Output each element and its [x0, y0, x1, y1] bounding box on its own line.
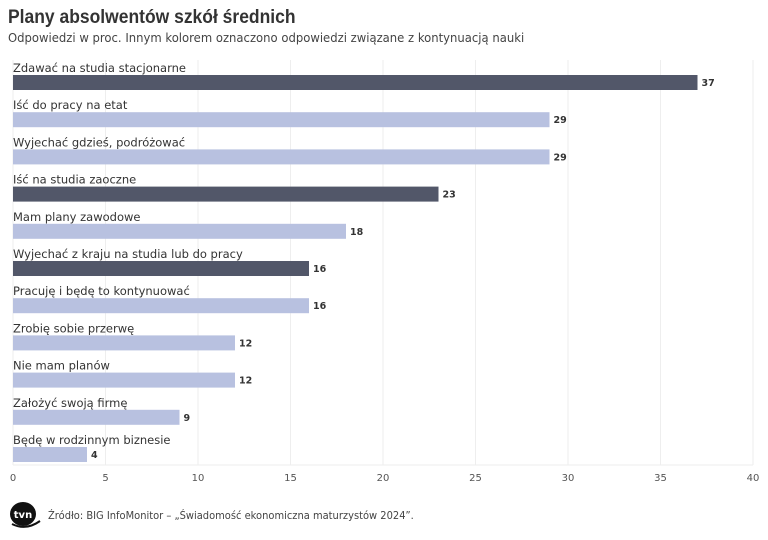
value-label: 16 [313, 264, 327, 275]
category-label: Wyjechać gdzieś, podróżować [13, 135, 185, 149]
value-label: 12 [239, 338, 252, 349]
x-tick-label: 25 [469, 473, 482, 484]
x-tick-label: 30 [562, 473, 575, 484]
x-tick-label: 15 [284, 473, 297, 484]
bar [13, 335, 235, 351]
bar [13, 409, 180, 425]
bar [13, 298, 309, 314]
category-label: Nie mam planów [13, 359, 110, 373]
value-label: 23 [443, 190, 456, 201]
value-label: 12 [239, 376, 252, 387]
category-label: Wyjechać z kraju na studia lub do pracy [13, 247, 243, 261]
category-label: Mam plany zawodowe [13, 210, 140, 224]
svg-text:tvn: tvn [14, 510, 32, 521]
bar [13, 186, 439, 202]
bar-chart: 0 5 10 15 20 25 30 35 40 Zdawać na studia stacjon… [10, 60, 760, 484]
value-label: 37 [702, 78, 715, 89]
category-label: Zdawać na studia stacjonarne [13, 61, 186, 75]
category-label: Zrobię sobie przerwę [13, 321, 134, 335]
bar [13, 112, 550, 128]
bar [13, 447, 87, 462]
bar [13, 261, 309, 276]
chart-title: Plany absolwentów szkół średnich [8, 7, 296, 28]
bar [13, 149, 550, 165]
category-label: Założyć swoją firmę [13, 396, 127, 410]
value-label: 16 [313, 301, 327, 312]
value-label: 29 [554, 115, 567, 126]
bar [13, 75, 698, 90]
value-label: 18 [350, 227, 364, 238]
category-label: Iść na studia zaoczne [13, 173, 136, 187]
category-label: Będę w rodzinnym biznesie [13, 433, 171, 447]
tvn24-logo: tvn [10, 502, 41, 528]
x-tick-label: 20 [377, 473, 390, 484]
value-label: 4 [91, 450, 98, 461]
value-label: 29 [554, 152, 567, 163]
category-label: Pracuję i będę to kontynuować [13, 284, 190, 298]
x-tick-label: 10 [192, 473, 205, 484]
bar [13, 223, 346, 239]
x-tick-label: 35 [654, 473, 667, 484]
x-tick-label: 0 [10, 473, 16, 484]
bar [13, 372, 235, 388]
x-tick-label: 5 [102, 473, 108, 484]
value-label: 9 [184, 413, 191, 424]
x-tick-label: 40 [747, 473, 760, 484]
category-label: Iść do pracy na etat [13, 98, 128, 112]
source-note: Źródło: BIG InfoMonitor – „Świadomość ek… [48, 509, 414, 522]
chart-subtitle: Odpowiedzi w proc. Innym kolorem oznaczo… [8, 30, 525, 45]
